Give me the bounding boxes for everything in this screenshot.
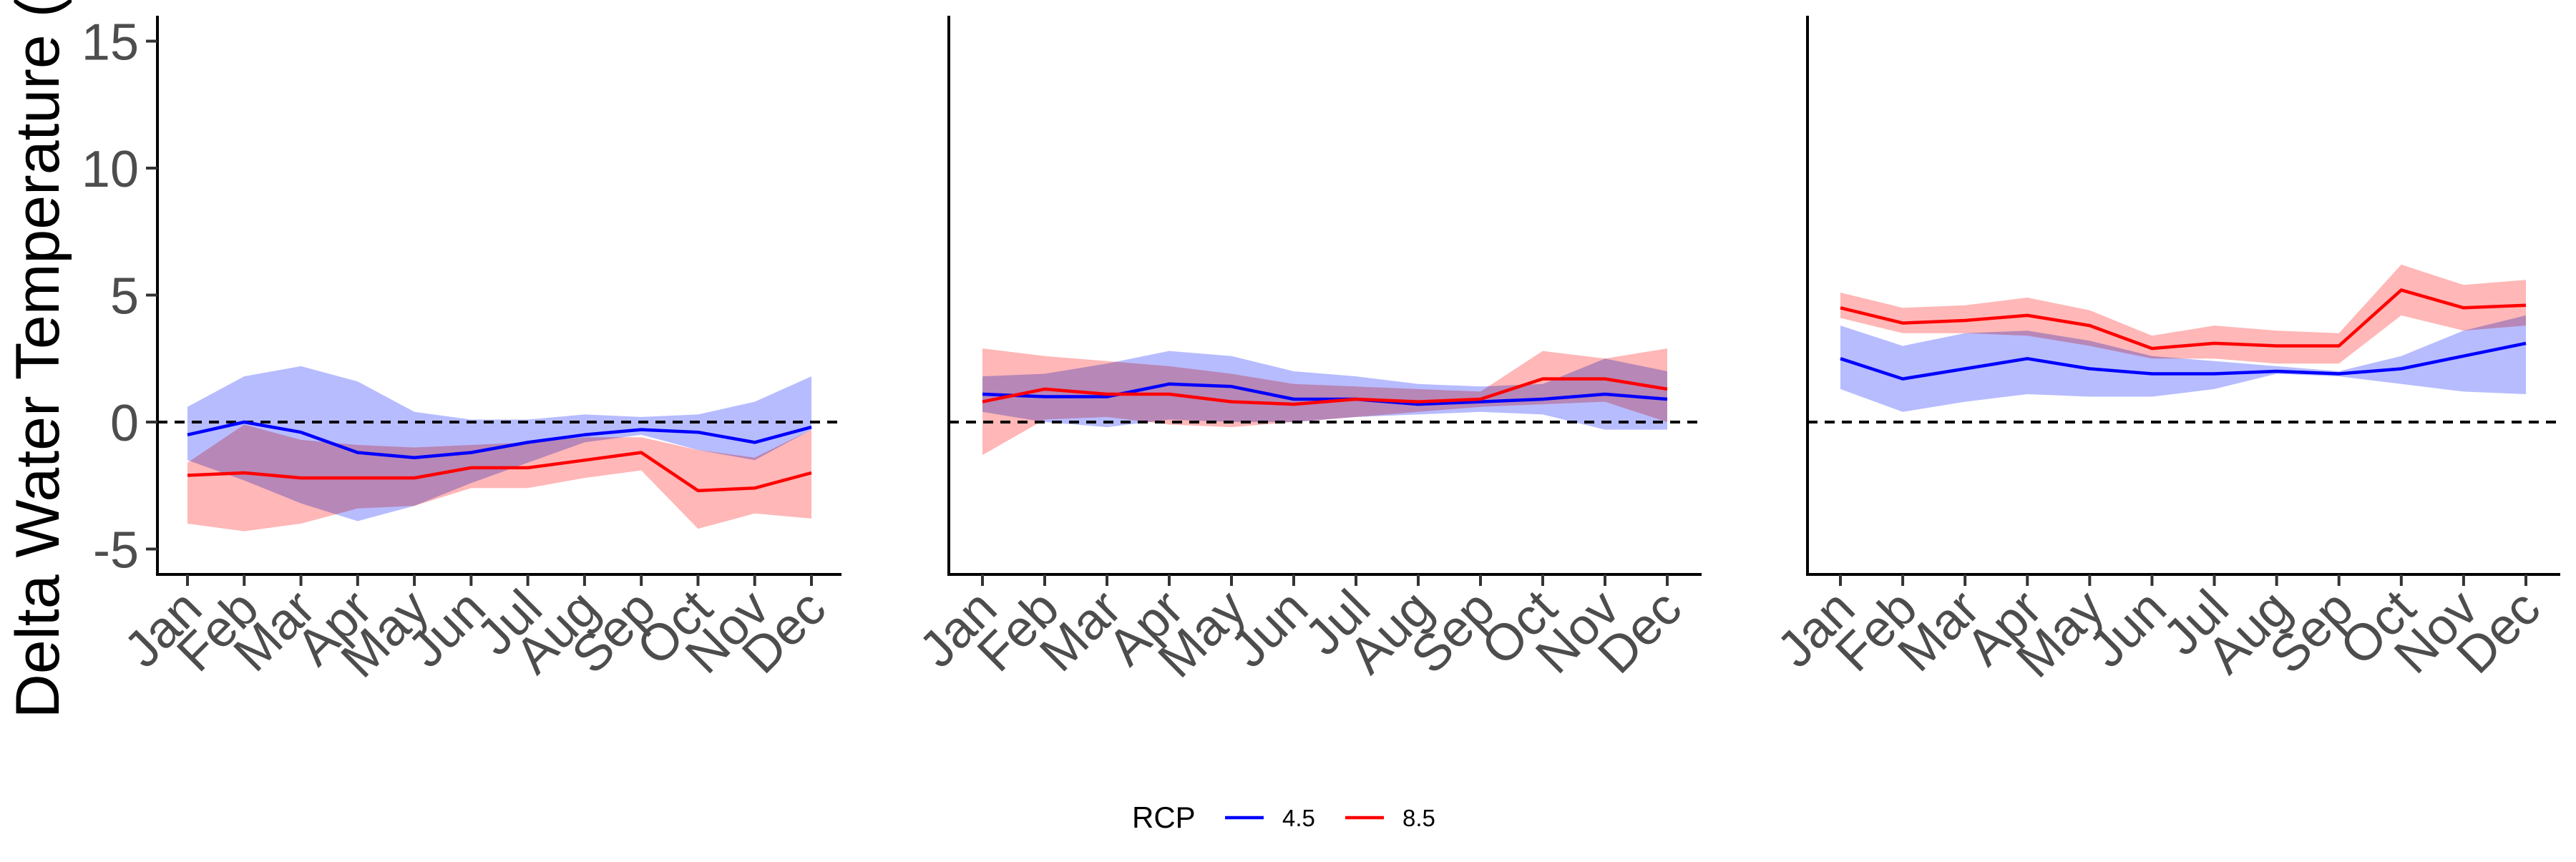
- legend-label: 4.5: [1282, 805, 1315, 831]
- y-tick-label: 15: [82, 14, 139, 72]
- legend-label: 8.5: [1402, 805, 1435, 831]
- y-tick-label: -5: [93, 522, 139, 579]
- legend-title: RCP: [1132, 800, 1196, 834]
- ribbon-rcp-4-5: [1840, 315, 2526, 412]
- panel-1: JanFebMarAprMayJunJulAugSepOctNovDec-505…: [82, 14, 841, 689]
- series-line-rcp-4-5: [187, 420, 812, 459]
- series-line-rcp-4-5: [982, 382, 1668, 406]
- series-line-rcp-8-5: [187, 451, 812, 493]
- legend: RCP 4.5 8.5: [1132, 800, 1435, 834]
- y-tick-label: 10: [82, 141, 139, 198]
- series-line-rcp-8-5: [982, 377, 1668, 406]
- series-line-rcp-8-5: [1840, 288, 2527, 351]
- plot-area: [1807, 264, 2560, 423]
- y-tick-label: 0: [110, 395, 139, 452]
- plot-area: [949, 348, 1702, 456]
- plot-area: [157, 366, 841, 532]
- series-line-rcp-4-5: [1840, 341, 2527, 381]
- ribbon-rcp-8-5: [187, 424, 811, 532]
- y-axis-label: Delta Water Temperature (: [4, 0, 72, 718]
- ribbon-rcp-8-5: [1840, 264, 2526, 364]
- y-tick-label: 5: [110, 268, 139, 325]
